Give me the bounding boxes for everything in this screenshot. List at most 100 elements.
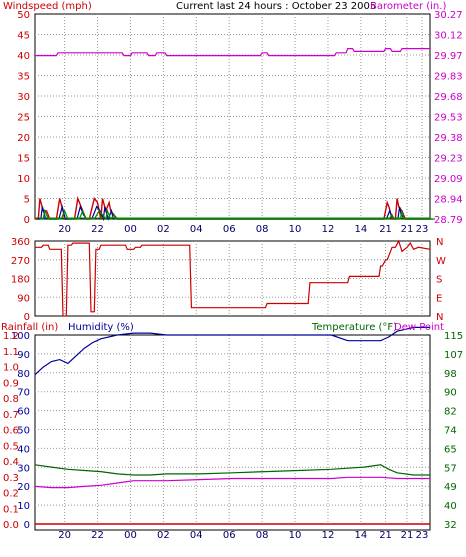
humidity-x-tick-label: 20 bbox=[58, 530, 71, 541]
windspeed-tick-label: 0 bbox=[24, 215, 30, 226]
barometer-tick-label: 29.23 bbox=[434, 154, 463, 165]
rainfall-tick-label: 1.1 bbox=[3, 347, 19, 358]
windspeed-tick-label: 45 bbox=[17, 31, 30, 42]
barometer-tick-label: 29.38 bbox=[434, 133, 463, 144]
windspeed-tick-label: 35 bbox=[17, 72, 30, 83]
wind-panel-x-tick-labels: 20 22 00 02 04 06 08 10 12 14 21 21 23 bbox=[58, 224, 428, 235]
windspeed-tick-label: 50 bbox=[17, 10, 30, 21]
humidity-tick-label: 80 bbox=[17, 369, 30, 380]
wind-x-tick-label: 10 bbox=[289, 224, 302, 235]
barometer-tick-label: 30.12 bbox=[434, 31, 463, 42]
barometer-tick-label: 29.68 bbox=[434, 92, 463, 103]
rainfall-tick-label: 0.8 bbox=[3, 394, 19, 405]
humidity-tick-label: 50 bbox=[17, 426, 30, 437]
wind-direction-line bbox=[35, 239, 431, 317]
temperature-tick-label: 40 bbox=[444, 501, 457, 512]
barometer-tick-label: 28.94 bbox=[434, 195, 463, 206]
direction-compass-label: N bbox=[436, 312, 443, 323]
direction-degree-label: 180 bbox=[11, 275, 30, 286]
humidity-tick-label: 60 bbox=[17, 407, 30, 418]
wind-x-tick-label: 02 bbox=[157, 224, 170, 235]
rainfall-tick-label: 0.2 bbox=[3, 489, 19, 500]
legend-humidity: Humidity (%) bbox=[68, 322, 134, 333]
humidity-x-tick-label: 21 bbox=[401, 530, 414, 541]
wind-panel-series bbox=[35, 48, 435, 222]
barometer-axis-title: Barometer (in.) bbox=[370, 1, 446, 12]
direction-degree-labels: 0 90 180 270 360 bbox=[11, 237, 30, 323]
windspeed-tick-label: 40 bbox=[17, 51, 30, 62]
rainfall-tick-label: 0.0 bbox=[3, 520, 19, 531]
humidity-tick-label: 40 bbox=[17, 444, 30, 455]
humidity-tick-label: 20 bbox=[17, 482, 30, 493]
direction-compass-label: E bbox=[436, 293, 442, 304]
direction-degree-label: 360 bbox=[11, 237, 30, 248]
humidity-line bbox=[34, 326, 430, 376]
rainfall-tick-labels: 0.0 0.1 0.2 0.3 0.4 0.5 0.6 0.7 0.8 0.9 1.0 1.1 1.2 bbox=[3, 331, 19, 531]
humidity-panel-x-tick-labels: 20 22 00 02 04 06 08 10 12 14 21 21 23 bbox=[58, 530, 428, 541]
temperature-tick-label: 115 bbox=[444, 331, 463, 342]
rainfall-tick-label: 0.1 bbox=[3, 504, 19, 515]
wind-x-tick-label: 14 bbox=[355, 224, 368, 235]
chart-title: Current last 24 hours : October 23 2005 bbox=[176, 1, 376, 12]
barometer-tick-label: 30.27 bbox=[434, 10, 463, 21]
wind-x-tick-label: 06 bbox=[223, 224, 236, 235]
wind-panel-frame bbox=[34, 13, 431, 220]
temperature-tick-label: 90 bbox=[444, 388, 457, 399]
humidity-x-tick-label: 21 bbox=[379, 530, 392, 541]
barometer-tick-label: 29.09 bbox=[434, 174, 463, 185]
direction-panel-series bbox=[35, 239, 431, 317]
humidity-tick-label: 100 bbox=[11, 331, 30, 342]
windspeed-tick-label: 30 bbox=[17, 92, 30, 103]
humidity-panel-frame bbox=[34, 334, 431, 531]
temperature-tick-label: 98 bbox=[444, 369, 457, 380]
temperature-tick-label: 65 bbox=[444, 444, 457, 455]
windspeed-tick-label: 20 bbox=[17, 133, 30, 144]
humidity-x-tick-label: 00 bbox=[124, 530, 137, 541]
humidity-tick-label: 30 bbox=[17, 463, 30, 474]
windspeed-tick-label: 25 bbox=[17, 113, 30, 124]
humidity-tick-label: 70 bbox=[17, 388, 30, 399]
humidity-tick-label: 0 bbox=[24, 520, 30, 531]
wind-panel-grid bbox=[35, 14, 430, 219]
direction-panel-frame bbox=[34, 240, 431, 317]
direction-degree-label: 270 bbox=[11, 256, 30, 267]
temperature-tick-label: 107 bbox=[444, 350, 463, 361]
humidity-x-tick-label: 22 bbox=[91, 530, 104, 541]
direction-compass-label: W bbox=[436, 256, 446, 267]
legend-rainfall: Rainfall (in) bbox=[1, 322, 58, 333]
barometer-tick-label: 28.79 bbox=[434, 215, 463, 226]
humidity-x-tick-label: 14 bbox=[355, 530, 368, 541]
direction-compass-label: S bbox=[436, 275, 442, 286]
bottom-panel-legend: Rainfall (in) Humidity (%) Temperature (°F… bbox=[1, 322, 444, 333]
temperature-tick-label: 74 bbox=[444, 426, 457, 437]
barometer-tick-label: 29.53 bbox=[434, 113, 463, 124]
windspeed-tick-label: 15 bbox=[17, 154, 30, 165]
direction-degree-label: 0 bbox=[24, 312, 30, 323]
humidity-tick-labels: 0 10 20 30 40 50 60 70 80 90 100 bbox=[11, 331, 30, 531]
legend-temperature: Temperature (°F) bbox=[311, 322, 397, 333]
windspeed-axis-title: Windspeed (mph) bbox=[3, 1, 92, 12]
rainfall-tick-label: 0.9 bbox=[3, 378, 19, 389]
direction-compass-label: N bbox=[436, 237, 443, 248]
humidity-tick-label: 90 bbox=[17, 350, 30, 361]
wind-x-tick-label: 21 bbox=[379, 224, 392, 235]
windspeed-tick-label: 5 bbox=[24, 195, 30, 206]
rainfall-tick-label: 1.0 bbox=[3, 363, 19, 374]
rainfall-tick-label: 0.5 bbox=[3, 441, 19, 452]
rainfall-tick-label: 0.3 bbox=[3, 473, 19, 484]
barometer-tick-labels: 28.79 28.94 29.09 29.23 29.38 29.53 29.68 29.83… bbox=[434, 10, 463, 226]
legend-dewpoint: Dew Point bbox=[394, 322, 444, 333]
windspeed-tick-label: 10 bbox=[17, 174, 30, 185]
temperature-tick-label: 82 bbox=[444, 407, 457, 418]
humidity-x-tick-label: 23 bbox=[416, 530, 429, 541]
humidity-panel-series bbox=[34, 326, 430, 525]
temperature-tick-label: 49 bbox=[444, 482, 457, 493]
barometer-tick-label: 29.83 bbox=[434, 72, 463, 83]
wind-x-tick-label: 00 bbox=[124, 224, 137, 235]
humidity-x-tick-label: 08 bbox=[256, 530, 269, 541]
